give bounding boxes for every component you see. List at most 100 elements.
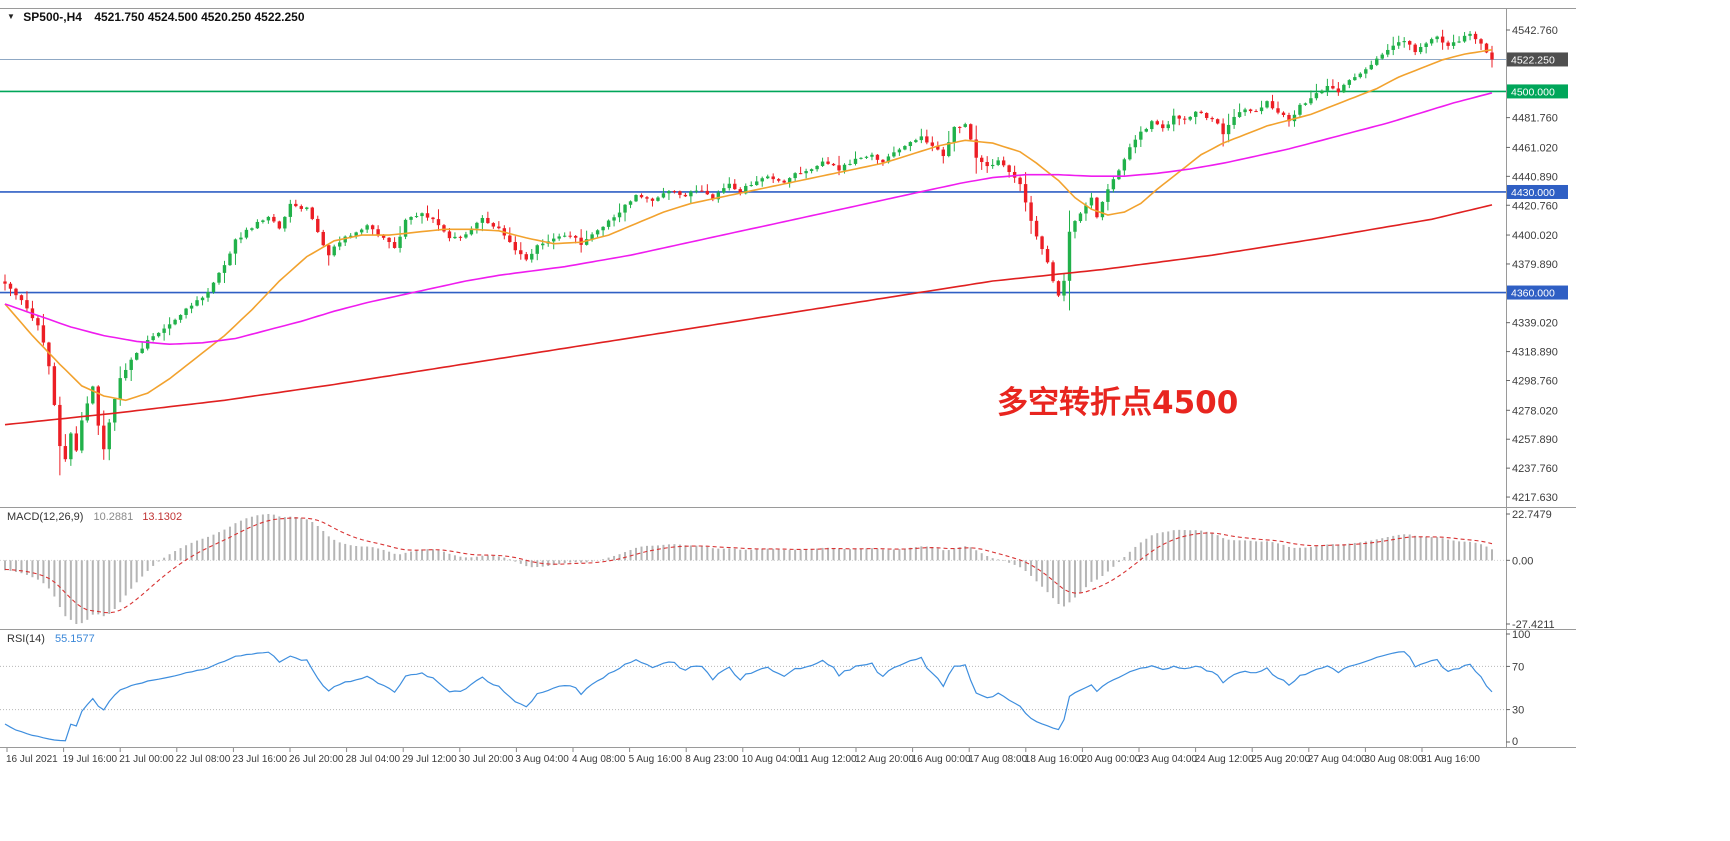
candle-body <box>1259 107 1264 112</box>
candle-body <box>8 283 13 289</box>
candle-body <box>1100 201 1105 218</box>
candle-body <box>694 190 699 192</box>
candle-body <box>530 253 534 260</box>
candle-body <box>595 230 600 235</box>
candle-body <box>1270 101 1275 109</box>
time-axis-label: 18 Aug 16:00 <box>1025 754 1084 765</box>
price-tick-label: 4278.020 <box>1512 405 1558 417</box>
candle-body <box>288 203 293 217</box>
time-axis-label: 11 Aug 12:00 <box>798 754 857 765</box>
price-marker-label: 4522.250 <box>1511 54 1555 66</box>
candle-body <box>1232 116 1236 125</box>
candle-body <box>623 204 627 213</box>
candle-body <box>1446 42 1450 46</box>
price-tick-label: 4542.760 <box>1512 25 1558 37</box>
time-axis-label: 21 Jul 00:00 <box>119 754 174 765</box>
candle-body <box>1237 112 1242 117</box>
time-axis-label: 23 Aug 04:00 <box>1138 754 1197 765</box>
candle-body <box>58 404 62 447</box>
candle-body <box>206 292 210 298</box>
candle-body <box>749 185 753 187</box>
candle-body <box>1248 109 1253 112</box>
candle-body <box>1040 236 1044 250</box>
candle-body <box>442 225 446 232</box>
candle-body <box>875 154 880 160</box>
candle-body <box>124 369 128 379</box>
candle-body <box>113 398 117 423</box>
candle-body <box>1473 33 1478 40</box>
candle-body <box>63 446 68 460</box>
candle-body <box>222 265 227 273</box>
candle-body <box>392 242 397 248</box>
candle-body <box>321 231 325 246</box>
candle-body <box>798 173 803 175</box>
candle-body <box>85 403 90 421</box>
candle-body <box>590 234 594 240</box>
candle-body <box>1281 112 1286 115</box>
candle-body <box>272 216 276 222</box>
candle-body <box>1193 111 1198 117</box>
macd-axis-label: 22.7479 <box>1512 509 1552 521</box>
candle-body <box>1067 231 1072 281</box>
price-tick-label: 4318.890 <box>1512 347 1558 359</box>
price-marker-box <box>1507 52 1568 67</box>
candle-body <box>1221 123 1225 135</box>
candle-body <box>513 242 517 251</box>
candle-body <box>1166 124 1170 129</box>
candle-body <box>239 237 243 240</box>
candle-body <box>151 336 155 341</box>
candle-body <box>1226 124 1231 135</box>
text-annotation[interactable]: 多空转折点4500 <box>997 385 1239 421</box>
price-tick-label: 4481.760 <box>1512 113 1558 125</box>
candle-body <box>91 386 95 404</box>
candle-body <box>508 235 512 243</box>
candle-body <box>974 139 978 158</box>
price-marker-label: 4430.000 <box>1511 187 1555 199</box>
candle-body <box>650 198 655 201</box>
candle-body <box>936 145 940 150</box>
price-tick-label: 4440.890 <box>1512 171 1558 183</box>
ohlc-values: 4521.750 4524.500 4520.250 4522.250 <box>94 10 305 24</box>
macd-indicator-name: MACD(12,26,9) <box>7 511 84 523</box>
candle-body <box>672 191 677 193</box>
candle-body <box>1435 36 1439 40</box>
chart-dropdown-icon[interactable]: ▼ <box>7 12 15 21</box>
candle-body <box>162 328 166 333</box>
candle-body <box>1358 73 1363 78</box>
symbol-period-label: SP500-,H4 <box>23 10 82 24</box>
candle-body <box>1309 98 1313 104</box>
candle-body <box>1391 45 1395 50</box>
candle-body <box>820 161 825 166</box>
candle-body <box>1331 85 1335 89</box>
candle-body <box>1298 104 1302 115</box>
candle-body <box>634 195 638 202</box>
candle-body <box>1397 42 1401 46</box>
candle-body <box>683 194 688 197</box>
price-tick-label: 4400.020 <box>1512 230 1558 242</box>
time-axis-label: 5 Aug 16:00 <box>629 754 683 765</box>
candle-body <box>1084 205 1088 214</box>
candle-body <box>145 340 150 349</box>
candle-body <box>447 231 452 239</box>
candle-body <box>573 235 578 238</box>
price-tick-label: 4379.890 <box>1512 259 1558 271</box>
candle-body <box>261 220 265 222</box>
price-tick-label: 4298.760 <box>1512 376 1558 388</box>
candle-body <box>1095 197 1099 218</box>
candle-body <box>837 165 841 171</box>
candle-body <box>370 225 375 230</box>
time-axis-label: 27 Aug 04:00 <box>1308 754 1367 765</box>
candle-body <box>1023 184 1028 203</box>
macd-signal-line <box>4 517 1493 614</box>
candle-body <box>398 236 402 248</box>
candle-body <box>1320 90 1324 94</box>
candle-body <box>524 254 528 260</box>
candle-body <box>1364 69 1368 74</box>
candle-body <box>96 386 100 426</box>
candle-body <box>733 183 737 190</box>
candle-body <box>985 162 989 167</box>
candle-body <box>1128 147 1132 160</box>
candle-body <box>1451 42 1456 46</box>
rsi-line <box>4 651 1493 742</box>
